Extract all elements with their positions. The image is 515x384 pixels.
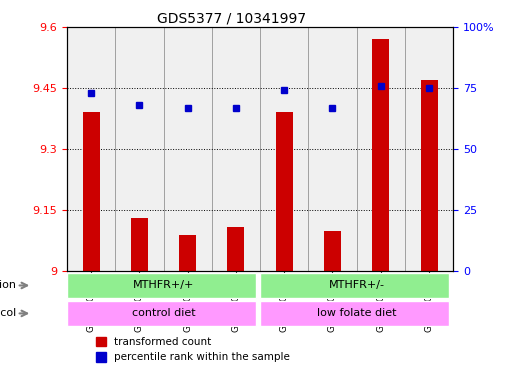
Bar	[82, 113, 99, 271]
Text: MTHFR+/-: MTHFR+/-	[329, 280, 385, 290]
Bar	[324, 231, 341, 271]
Bar	[131, 218, 148, 271]
FancyBboxPatch shape	[67, 273, 256, 298]
Text: GDS5377 / 10341997: GDS5377 / 10341997	[157, 12, 306, 25]
FancyBboxPatch shape	[67, 301, 256, 326]
Text: control diet: control diet	[132, 308, 195, 318]
Bar	[421, 80, 438, 271]
Bar	[372, 39, 389, 271]
Bar	[276, 113, 293, 271]
Bar	[179, 235, 196, 271]
Text: low folate diet: low folate diet	[317, 308, 397, 318]
FancyBboxPatch shape	[260, 301, 449, 326]
Text: protocol: protocol	[0, 308, 17, 318]
FancyBboxPatch shape	[260, 273, 449, 298]
Text: MTHFR+/+: MTHFR+/+	[133, 280, 194, 290]
Bar	[228, 227, 245, 271]
Text: genotype/variation: genotype/variation	[0, 280, 17, 290]
Legend: transformed count, percentile rank within the sample: transformed count, percentile rank withi…	[92, 333, 295, 367]
